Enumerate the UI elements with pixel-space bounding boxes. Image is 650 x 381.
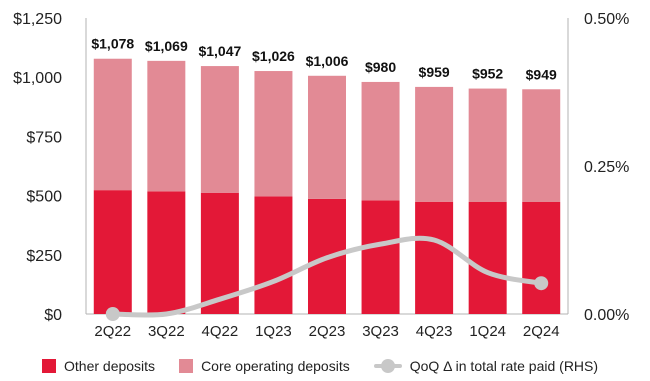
legend-item-qoq-delta: QoQ Δ in total rate paid (RHS) [373,358,599,374]
bar-total-label: $1,026 [252,48,295,64]
deposits-chart: $0 $250 $500 $750 $1,000 $1,250 0.00% 0.25% 0.50… [13,11,629,340]
bar-total-label: $949 [526,66,557,82]
labels-layer: $1,078 2Q22 $1,069 3Q22 $1,047 4Q22 $1,026 1Q23… [91,36,559,340]
line-layer [105,235,549,321]
left-tick-label: $250 [26,248,62,265]
bar-segment-other-deposits [93,190,132,314]
qoq-rate-line [110,235,544,318]
bars-layer [93,58,561,314]
qoq-line-swatch [373,359,402,373]
x-tick-label: 1Q24 [469,323,506,340]
x-tick-label: 3Q22 [148,323,185,340]
left-tick-label: $500 [26,189,62,206]
left-tick-label: $750 [26,129,62,146]
bar-total-label: $1,047 [198,43,241,59]
bar-segment-core-operating [254,71,293,197]
bar-total-label: $1,069 [145,38,188,54]
bar-segment-core-operating [361,81,400,201]
legend-label-qoq-delta: QoQ Δ in total rate paid (RHS) [409,358,599,374]
qoq-rate-marker [105,307,120,321]
x-tick-label: 4Q23 [416,323,453,340]
right-tick-label: 0.00% [584,307,629,324]
chart-legend: Other deposits Core operating deposits Q… [0,352,650,380]
x-tick-label: 1Q23 [255,323,292,340]
other-deposits-swatch [42,359,56,373]
right-tick-label: 0.50% [584,11,629,28]
bar-segment-core-operating [200,66,239,193]
axes-layer: $0 $250 $500 $750 $1,000 $1,250 0.00% 0.25% 0.50… [13,11,629,324]
bar-total-label: $959 [419,64,450,80]
bar-segment-core-operating [93,58,132,191]
legend-item-core-operating: Core operating deposits [179,358,350,374]
x-tick-label: 2Q24 [523,323,560,340]
bar-segment-other-deposits [254,196,293,314]
legend-item-other-deposits: Other deposits [42,358,155,374]
bar-total-label: $952 [472,66,503,82]
right-tick-label: 0.25% [584,159,629,176]
bar-segment-other-deposits [415,201,454,314]
bar-segment-core-operating [415,86,454,202]
bar-segment-core-operating [522,89,561,202]
bar-segment-other-deposits [522,201,561,314]
x-tick-label: 4Q22 [202,323,239,340]
bar-segment-other-deposits [147,191,186,314]
bar-total-label: $1,078 [91,36,134,52]
bar-total-label: $980 [365,59,396,75]
legend-label-core-operating: Core operating deposits [201,358,350,374]
left-tick-label: $1,000 [13,70,62,87]
left-tick-label: $0 [44,307,62,324]
bar-segment-core-operating [468,88,507,202]
left-tick-label: $1,250 [13,11,62,28]
x-tick-label: 2Q23 [309,323,346,340]
bar-segment-core-operating [147,60,186,192]
x-tick-label: 3Q23 [362,323,399,340]
core-operating-swatch [179,359,194,373]
bar-total-label: $1,006 [306,53,349,69]
x-tick-label: 2Q22 [94,323,131,340]
legend-label-other-deposits: Other deposits [64,358,156,374]
bar-segment-core-operating [308,75,346,199]
bar-segment-other-deposits [468,201,507,314]
qoq-rate-marker [534,276,549,291]
bar-segment-other-deposits [361,200,400,314]
